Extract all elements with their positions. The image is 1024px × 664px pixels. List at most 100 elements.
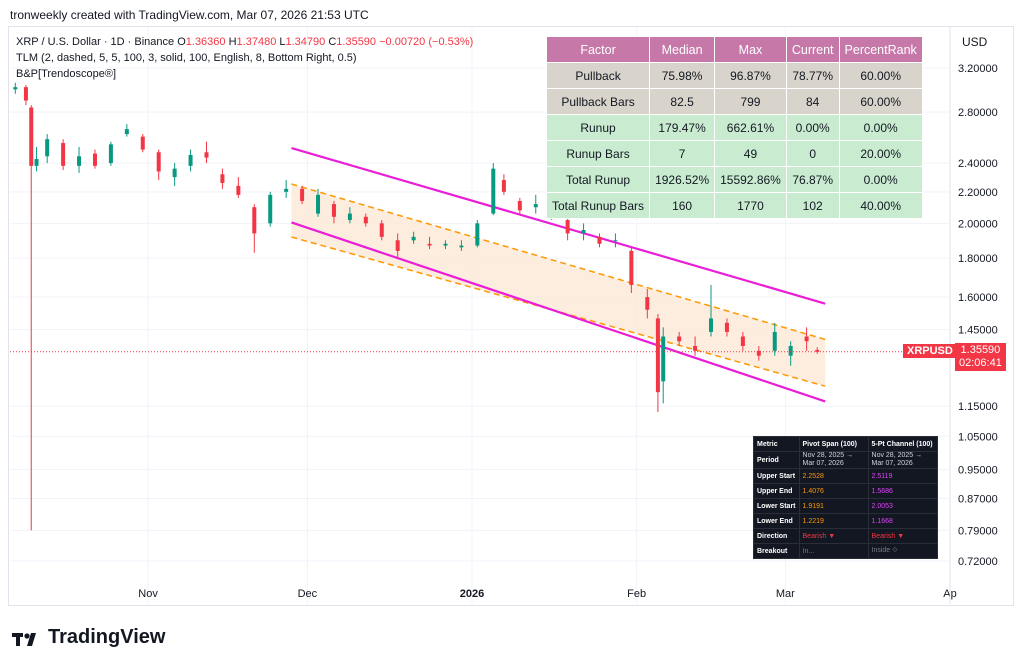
- candle-body: [188, 154, 193, 166]
- stats-cell-rank: 40.00%: [838, 192, 923, 219]
- candle-body: [13, 87, 18, 90]
- currency-label[interactable]: USD: [962, 35, 988, 49]
- candle-body: [443, 243, 448, 246]
- stats-cell-rank: 0.00%: [838, 114, 923, 141]
- stats-row: Runup Bars 7 49 0 20.00%: [545, 140, 923, 167]
- candle-body: [533, 204, 538, 208]
- candle-body: [61, 143, 66, 166]
- price-tick-label: 0.95000: [958, 464, 998, 476]
- candle-body: [772, 331, 777, 351]
- indicator-tlm[interactable]: TLM (2, dashed, 5, 5, 100, 3, solid, 100…: [16, 52, 357, 64]
- symbol-name[interactable]: XRP / U.S. Dollar · 1D · Binance: [16, 36, 175, 48]
- stats-header-cell: Factor: [545, 36, 651, 63]
- symbol-badge: XRPUSD: [903, 343, 957, 358]
- date-tick-label: Nov: [138, 588, 158, 600]
- channel-header-cell: Pivot Span (100): [798, 436, 869, 452]
- stats-cell-rank: 60.00%: [838, 62, 923, 89]
- stats-cell-factor: Runup Bars: [545, 140, 651, 167]
- candle-body: [140, 136, 145, 150]
- low-label: L: [279, 36, 286, 48]
- candle-body: [709, 318, 714, 332]
- pivot-span-line: [291, 236, 826, 387]
- candle-body: [395, 240, 400, 251]
- stats-cell-median: 1926.52%: [649, 166, 716, 193]
- channel-metric: Lower End: [753, 513, 800, 529]
- stats-cell-median: 7: [649, 140, 716, 167]
- price-tick-label: 2.40000: [958, 158, 998, 170]
- stats-cell-max: 662.61%: [714, 114, 787, 141]
- stats-cell-factor: Pullback: [545, 62, 651, 89]
- candle-body: [645, 297, 650, 310]
- candle-body: [284, 188, 289, 192]
- price-tick-label: 0.72000: [958, 556, 998, 568]
- creator-line: tronweekly created with TradingView.com,…: [10, 8, 369, 22]
- tradingview-logo[interactable]: TradingView: [12, 626, 165, 649]
- channel-row: Breakout In... Inside ⟐: [753, 543, 938, 559]
- channel-row: Upper Start 2.2528 2.5119: [753, 468, 938, 484]
- price-tick-label: 0.79000: [958, 525, 998, 537]
- pullback-stats-table: Factor Median Max Current PercentRank Pullbac…: [545, 36, 923, 219]
- candle-body: [740, 336, 745, 346]
- indicator-bp[interactable]: B&P[Trendoscope®]: [16, 68, 117, 80]
- price-tick-label: 1.45000: [958, 325, 998, 337]
- channel-row: Lower Start 1.9191 2.0053: [753, 498, 938, 514]
- price-tick-label: 2.20000: [958, 187, 998, 199]
- price-tick-label: 2.00000: [958, 218, 998, 230]
- stats-header-cell: Max: [714, 36, 787, 63]
- stats-header-cell: Current: [785, 36, 840, 63]
- candle-body: [815, 349, 820, 352]
- candle-body: [347, 213, 352, 221]
- stats-cell-median: 82.5: [649, 88, 716, 115]
- stats-row: Runup 179.47% 662.61% 0.00% 0.00%: [545, 114, 923, 141]
- channel-five-point-value: 1.5686: [867, 483, 938, 499]
- stats-cell-max: 1770: [714, 192, 787, 219]
- candle-body: [501, 180, 506, 192]
- channel-five-point-value: Inside ⟐: [867, 543, 938, 559]
- candle-body: [77, 156, 82, 166]
- stats-cell-max: 96.87%: [714, 62, 787, 89]
- candle-body: [34, 158, 39, 166]
- price-tick-label: 0.87000: [958, 493, 998, 505]
- last-price-badge: 1.35590 02:06:41: [955, 342, 1006, 371]
- last-price: 1.35590: [960, 343, 1001, 356]
- candle-body: [613, 240, 618, 242]
- pivot-span-line: [291, 183, 826, 341]
- candle-body: [788, 345, 793, 356]
- open-value: 1.36360: [185, 36, 226, 48]
- channel-metric: Lower Start: [753, 498, 800, 514]
- stats-cell-rank: 20.00%: [838, 140, 923, 167]
- brand-name: TradingView: [48, 626, 166, 648]
- candle-body: [491, 168, 496, 214]
- symbol-ohlc-line[interactable]: XRP / U.S. Dollar · 1D · Binance O1.3636…: [16, 34, 473, 50]
- stats-cell-median: 75.98%: [649, 62, 716, 89]
- stats-row: Total Runup 1926.52% 15592.86% 76.87% 0.00%: [545, 166, 923, 193]
- stats-cell-median: 179.47%: [649, 114, 716, 141]
- open-label: O: [177, 36, 186, 48]
- stats-header-cell: PercentRank: [838, 36, 923, 63]
- stats-cell-max: 49: [714, 140, 787, 167]
- channel-five-point-value: 1.1668: [867, 513, 938, 529]
- stats-row: Total Runup Bars 160 1770 102 40.00%: [545, 192, 923, 219]
- candle-body: [677, 336, 682, 342]
- price-tick-label: 3.20000: [958, 63, 998, 75]
- candle-body: [316, 194, 321, 214]
- channel-metric: Upper Start: [753, 468, 800, 484]
- candle-body: [300, 188, 305, 201]
- stats-header-row: Factor Median Max Current PercentRank: [545, 36, 923, 63]
- high-value: 1.37480: [236, 36, 277, 48]
- channel-metric: Upper End: [753, 483, 800, 499]
- candle-body: [268, 194, 273, 224]
- candle-body: [156, 152, 161, 172]
- stats-cell-factor: Total Runup Bars: [545, 192, 651, 219]
- candle-body: [124, 129, 129, 135]
- stats-cell-current: 76.87%: [785, 166, 840, 193]
- candle-body: [108, 144, 113, 164]
- pivot-span-fill: [291, 183, 826, 387]
- candle-body: [475, 223, 480, 246]
- bar-countdown: 02:06:41: [959, 356, 1002, 369]
- date-tick-label: Mar: [776, 588, 795, 600]
- stats-cell-current: 0: [785, 140, 840, 167]
- candle-body: [23, 87, 28, 101]
- channel-header-row: Metric Pivot Span (100) 5-Pt Channel (100): [753, 436, 938, 452]
